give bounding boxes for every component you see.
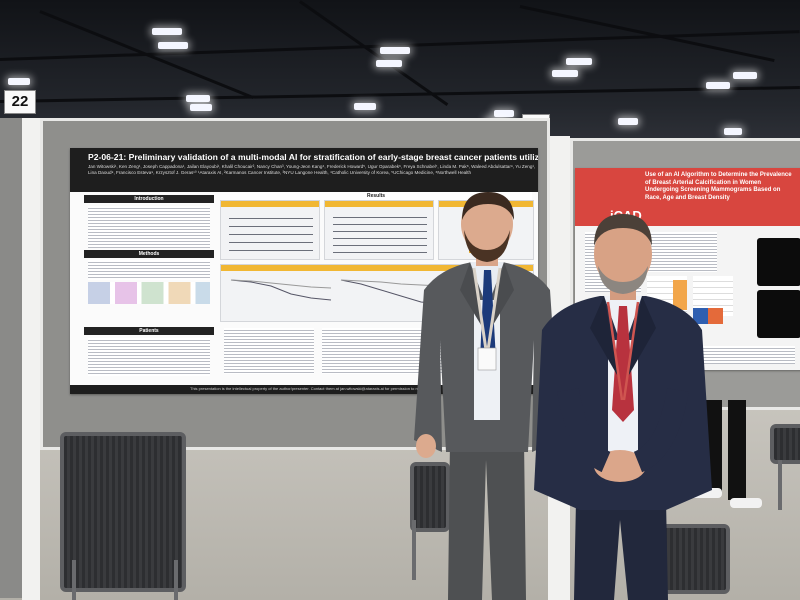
poster-table-highlight	[673, 280, 687, 310]
poster-panel-header	[221, 201, 319, 207]
poster-panel-header	[221, 265, 533, 271]
ceiling-light	[152, 28, 182, 35]
poster-section-methods: Methods	[84, 250, 214, 258]
mammogram-image	[757, 290, 800, 338]
poster-title: P2-06-21: Preliminary validation of a mu…	[88, 152, 538, 162]
ceiling-light	[552, 70, 578, 77]
poster-header: Use of an AI Algorithm to Determine the …	[575, 168, 800, 226]
ceiling-light	[380, 47, 410, 54]
ceiling-light	[158, 42, 188, 49]
poster-text-block	[88, 206, 210, 248]
person-grey-suit	[414, 192, 560, 600]
poster-forest-plot	[333, 211, 427, 255]
ceiling-truss	[299, 0, 449, 106]
mammogram-image	[757, 238, 800, 286]
chair-leg	[72, 560, 76, 600]
ceiling-light	[724, 128, 742, 135]
poster-section-introduction: Introduction	[84, 195, 214, 203]
chair-leg	[412, 520, 416, 580]
poster-text-block	[88, 260, 210, 280]
poster-section-patients: Patients	[84, 327, 214, 335]
poster-text-block	[647, 232, 717, 272]
poster-bar-figure	[693, 308, 723, 324]
ceiling-light	[190, 104, 212, 111]
poster-panel-header	[325, 201, 433, 207]
poster-affiliations: ¹Ataraxis AI, ²Karmanos Cancer Institute…	[197, 169, 472, 175]
poster-footer-text: This presentation is the intellectual pr…	[190, 386, 427, 391]
ceiling-light	[376, 60, 402, 67]
booth-number-sign: 22	[4, 90, 36, 114]
poster-results-panel	[324, 200, 434, 260]
left-edge-board	[0, 118, 22, 598]
ceiling-light	[618, 118, 638, 125]
poster-header: P2-06-21: Preliminary validation of a mu…	[70, 148, 538, 192]
ceiling-light	[354, 103, 376, 110]
ceiling-light	[733, 72, 757, 79]
ceiling-light	[186, 95, 210, 102]
poster-author-list: Jan Witowski¹, Ken Zeng¹, Joseph Cappado…	[88, 164, 536, 175]
ceiling-light	[706, 82, 730, 89]
poster-text-block	[88, 338, 210, 376]
poster-text-block	[224, 328, 314, 374]
booth-divider	[22, 118, 40, 600]
poster-section-results: Results	[220, 192, 532, 200]
ceiling-light	[8, 78, 30, 85]
ceiling-light	[494, 110, 514, 117]
poster-footer: This presentation is the intellectual pr…	[70, 385, 538, 394]
poster-workflow-figure	[88, 282, 210, 304]
poster-results-panel	[220, 200, 320, 260]
chair	[60, 432, 186, 592]
poster-forest-plot	[229, 211, 313, 255]
ceiling-light	[566, 58, 592, 65]
ceiling-truss	[0, 86, 800, 103]
person-navy-suit	[534, 214, 712, 600]
chair-leg	[778, 460, 782, 510]
chair-leg	[174, 560, 178, 600]
chair	[410, 462, 450, 532]
poster-authors: Jan Witowski¹, Ken Zeng¹, Joseph Cappado…	[88, 164, 538, 175]
chair	[770, 424, 800, 464]
poster-text-block	[322, 328, 422, 374]
poster-title: Use of an AI Algorithm to Determine the …	[645, 172, 792, 201]
